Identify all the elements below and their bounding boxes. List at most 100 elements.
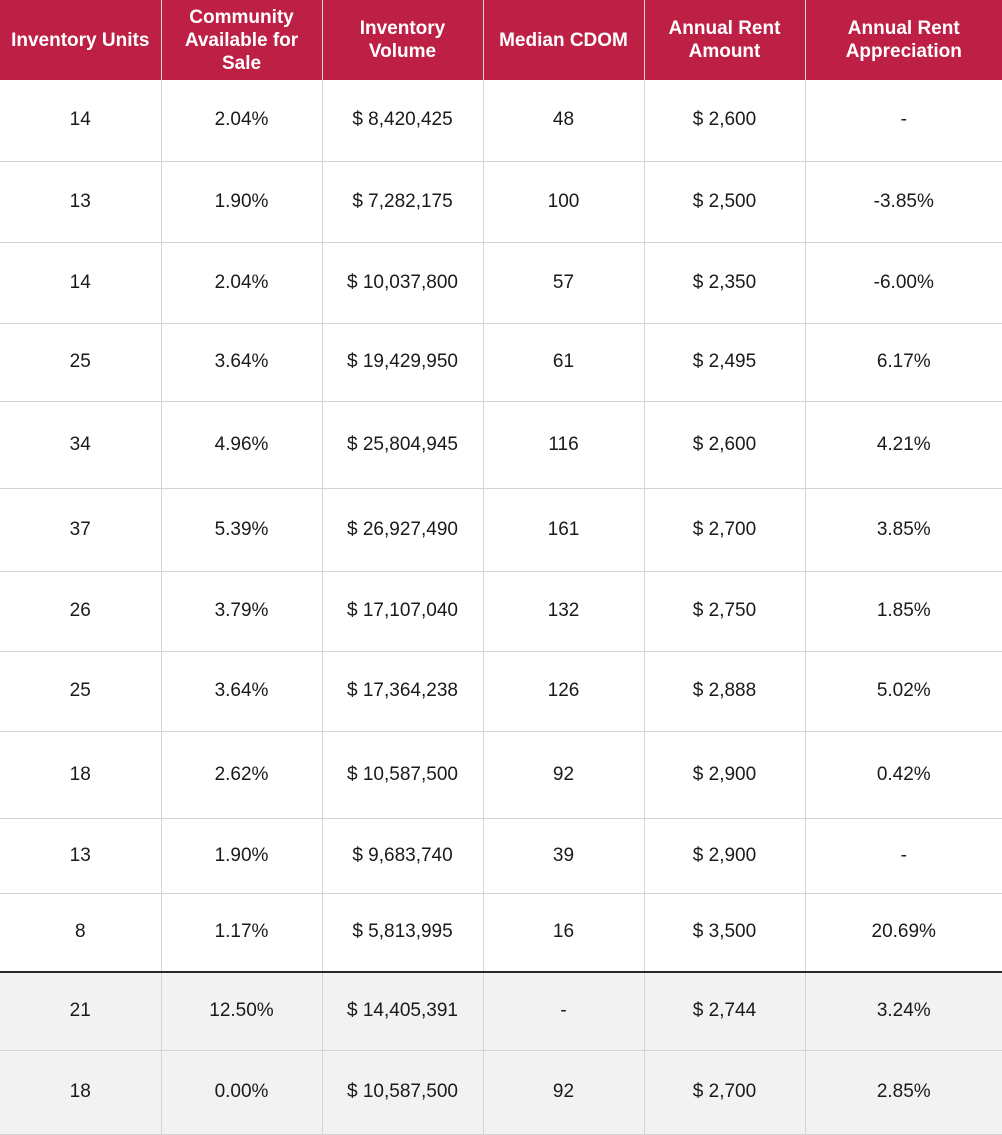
rent-appreciation-cell: - bbox=[805, 818, 1002, 894]
rent-appreciation-cell: 6.17% bbox=[805, 323, 1002, 402]
rent-appreciation-cell: 5.02% bbox=[805, 651, 1002, 732]
available-cell: 5.39% bbox=[161, 488, 323, 572]
rent-amount-cell: $ 2,500 bbox=[644, 161, 806, 243]
table-row: 37 5.39% $ 26,927,490 161 $ 2,700 3.85% bbox=[0, 488, 1002, 572]
summary-row: 21 12.50% $ 14,405,391- $ 2,744 3.24% bbox=[0, 971, 1002, 1051]
header-inventory-volume: Inventory Volume bbox=[322, 0, 484, 80]
available-cell: 2.04% bbox=[161, 80, 323, 162]
table-row: 25 3.64% $ 19,429,950 61 $ 2,495 6.17% bbox=[0, 323, 1002, 402]
available-cell: 3.64% bbox=[161, 651, 323, 732]
cdom-cell: 100 bbox=[483, 161, 645, 243]
volume-cell: $ 8,420,425 bbox=[322, 80, 484, 162]
table-row: 8 1.17% $ 5,813,995 16 $ 3,500 20.69% bbox=[0, 893, 1002, 973]
rent-appreciation-cell: -3.85% bbox=[805, 161, 1002, 243]
volume-cell: $ 25,804,945 bbox=[322, 401, 484, 489]
rent-amount-cell: $ 2,750 bbox=[644, 571, 806, 652]
units-cell: 18 bbox=[0, 1050, 162, 1135]
rent-amount-cell: $ 2,600 bbox=[644, 80, 806, 162]
units-cell: 13 bbox=[0, 161, 162, 243]
available-cell: 2.04% bbox=[161, 242, 323, 324]
rent-amount-cell: $ 2,900 bbox=[644, 818, 806, 894]
rent-amount-cell: $ 2,495 bbox=[644, 323, 806, 402]
rent-amount-cell: $ 2,900 bbox=[644, 731, 806, 819]
cdom-cell: 39 bbox=[483, 818, 645, 894]
volume-cell: $ 14,405,391 bbox=[322, 971, 484, 1051]
available-cell: 4.96% bbox=[161, 401, 323, 489]
volume-cell: $ 9,683,740 bbox=[322, 818, 484, 894]
rent-amount-cell: $ 2,600 bbox=[644, 401, 806, 489]
units-cell: 25 bbox=[0, 651, 162, 732]
cdom-cell: 161 bbox=[483, 488, 645, 572]
rent-appreciation-cell: 0.42% bbox=[805, 731, 1002, 819]
rent-amount-cell: $ 3,500 bbox=[644, 893, 806, 973]
units-cell: 21 bbox=[0, 971, 162, 1051]
table-header: Inventory Units Community Available for … bbox=[0, 0, 1002, 80]
volume-cell: $ 19,429,950 bbox=[322, 323, 484, 402]
table-body: 14 2.04% $ 8,420,425 48 $ 2,600-13 1.90% $ 7,2… bbox=[0, 80, 1002, 1135]
cdom-cell: 126 bbox=[483, 651, 645, 732]
header-inventory-units: Inventory Units bbox=[0, 0, 162, 80]
header-annual-rent-appreciation: Annual Rent Appreciation bbox=[805, 0, 1002, 80]
volume-cell: $ 7,282,175 bbox=[322, 161, 484, 243]
rent-appreciation-cell: -6.00% bbox=[805, 242, 1002, 324]
available-cell: 3.64% bbox=[161, 323, 323, 402]
units-cell: 8 bbox=[0, 893, 162, 973]
table-row: 18 2.62% $ 10,587,500 92 $ 2,900 0.42% bbox=[0, 731, 1002, 819]
volume-cell: $ 10,587,500 bbox=[322, 731, 484, 819]
units-cell: 26 bbox=[0, 571, 162, 652]
available-cell: 2.62% bbox=[161, 731, 323, 819]
rent-appreciation-cell: 3.24% bbox=[805, 971, 1002, 1051]
cdom-cell: 132 bbox=[483, 571, 645, 652]
header-annual-rent-amount: Annual Rent Amount bbox=[644, 0, 806, 80]
rent-amount-cell: $ 2,744 bbox=[644, 971, 806, 1051]
rent-appreciation-cell: 1.85% bbox=[805, 571, 1002, 652]
rent-amount-cell: $ 2,888 bbox=[644, 651, 806, 732]
cdom-cell: 92 bbox=[483, 731, 645, 819]
volume-cell: $ 10,587,500 bbox=[322, 1050, 484, 1135]
rent-appreciation-cell: 3.85% bbox=[805, 488, 1002, 572]
summary-row: 18 0.00% $ 10,587,500 92 $ 2,700 2.85% bbox=[0, 1050, 1002, 1135]
rent-appreciation-cell: 4.21% bbox=[805, 401, 1002, 489]
table-row: 13 1.90% $ 9,683,740 39 $ 2,900- bbox=[0, 818, 1002, 894]
header-median-cdom: Median CDOM bbox=[483, 0, 645, 80]
volume-cell: $ 5,813,995 bbox=[322, 893, 484, 973]
table-row: 34 4.96% $ 25,804,945 116 $ 2,600 4.21% bbox=[0, 401, 1002, 489]
available-cell: 1.17% bbox=[161, 893, 323, 973]
units-cell: 18 bbox=[0, 731, 162, 819]
rent-appreciation-cell: 2.85% bbox=[805, 1050, 1002, 1135]
volume-cell: $ 10,037,800 bbox=[322, 242, 484, 324]
table-row: 26 3.79% $ 17,107,040 132 $ 2,750 1.85% bbox=[0, 571, 1002, 652]
header-community-available: Community Available for Sale bbox=[161, 0, 323, 80]
table-row: 14 2.04% $ 10,037,800 57 $ 2,350 -6.00% bbox=[0, 242, 1002, 324]
cdom-cell: - bbox=[483, 971, 645, 1051]
cdom-cell: 57 bbox=[483, 242, 645, 324]
rent-appreciation-cell: - bbox=[805, 80, 1002, 162]
cdom-cell: 116 bbox=[483, 401, 645, 489]
available-cell: 0.00% bbox=[161, 1050, 323, 1135]
table-row: 25 3.64% $ 17,364,238 126 $ 2,888 5.02% bbox=[0, 651, 1002, 732]
units-cell: 37 bbox=[0, 488, 162, 572]
rent-amount-cell: $ 2,350 bbox=[644, 242, 806, 324]
table-row: 14 2.04% $ 8,420,425 48 $ 2,600- bbox=[0, 80, 1002, 162]
available-cell: 3.79% bbox=[161, 571, 323, 652]
units-cell: 13 bbox=[0, 818, 162, 894]
header-row: Inventory Units Community Available for … bbox=[0, 0, 1002, 80]
rent-amount-cell: $ 2,700 bbox=[644, 488, 806, 572]
available-cell: 12.50% bbox=[161, 971, 323, 1051]
units-cell: 25 bbox=[0, 323, 162, 402]
units-cell: 34 bbox=[0, 401, 162, 489]
available-cell: 1.90% bbox=[161, 818, 323, 894]
rent-amount-cell: $ 2,700 bbox=[644, 1050, 806, 1135]
volume-cell: $ 17,107,040 bbox=[322, 571, 484, 652]
cdom-cell: 61 bbox=[483, 323, 645, 402]
table-row: 13 1.90% $ 7,282,175 100 $ 2,500 -3.85% bbox=[0, 161, 1002, 243]
units-cell: 14 bbox=[0, 242, 162, 324]
volume-cell: $ 17,364,238 bbox=[322, 651, 484, 732]
cdom-cell: 16 bbox=[483, 893, 645, 973]
volume-cell: $ 26,927,490 bbox=[322, 488, 484, 572]
rent-appreciation-cell: 20.69% bbox=[805, 893, 1002, 973]
available-cell: 1.90% bbox=[161, 161, 323, 243]
cdom-cell: 48 bbox=[483, 80, 645, 162]
cdom-cell: 92 bbox=[483, 1050, 645, 1135]
